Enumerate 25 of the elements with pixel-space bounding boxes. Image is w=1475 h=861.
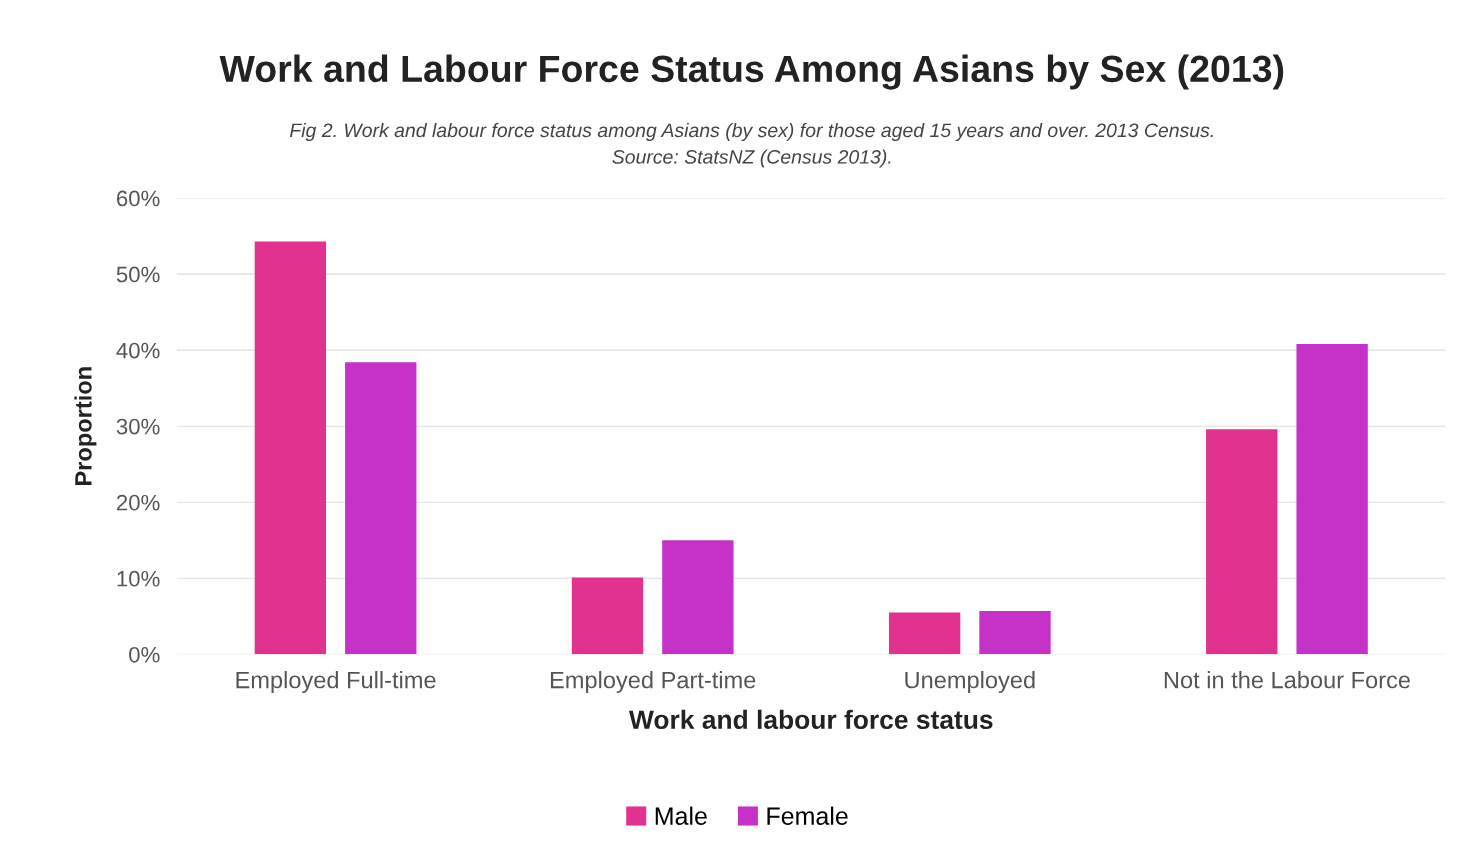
y-tick-label: 60%	[116, 190, 160, 207]
legend-label: Male	[655, 806, 707, 825]
bar	[1296, 344, 1368, 655]
x-tick-label: Not in the Labour Force	[1164, 671, 1410, 689]
y-tick-label: 50%	[116, 266, 160, 283]
y-tick-label: 40%	[116, 342, 160, 359]
x-axis-title: Work and labour force status	[628, 709, 993, 730]
y-tick-label: 10%	[117, 570, 160, 587]
bar	[571, 577, 644, 655]
legend-label: Female	[767, 806, 848, 825]
bar	[345, 362, 417, 655]
bar	[888, 612, 961, 655]
bar	[1206, 429, 1278, 655]
bar	[662, 540, 734, 655]
y-tick-label: 0%	[129, 646, 160, 663]
x-tick-label: Unemployed	[905, 671, 1035, 694]
y-axis-title: Proportion	[74, 367, 97, 485]
bar	[254, 241, 327, 655]
y-tick-label: 30%	[116, 418, 160, 435]
chart-subtitle: Fig 2. Work and labour force status among Asians (by sex) for those aged 15 years and over. 2013 Census. Source: StatsNZ (Census 2013).	[289, 122, 1213, 168]
x-tick-label: Employed Part-time	[550, 671, 756, 694]
chart-title: Work and Labour Force Status Among Asians by Sex (2013)	[219, 54, 1284, 90]
y-tick-label: 20%	[116, 494, 160, 511]
bar	[979, 611, 1051, 655]
x-tick-label: Employed Full-time	[236, 671, 436, 694]
